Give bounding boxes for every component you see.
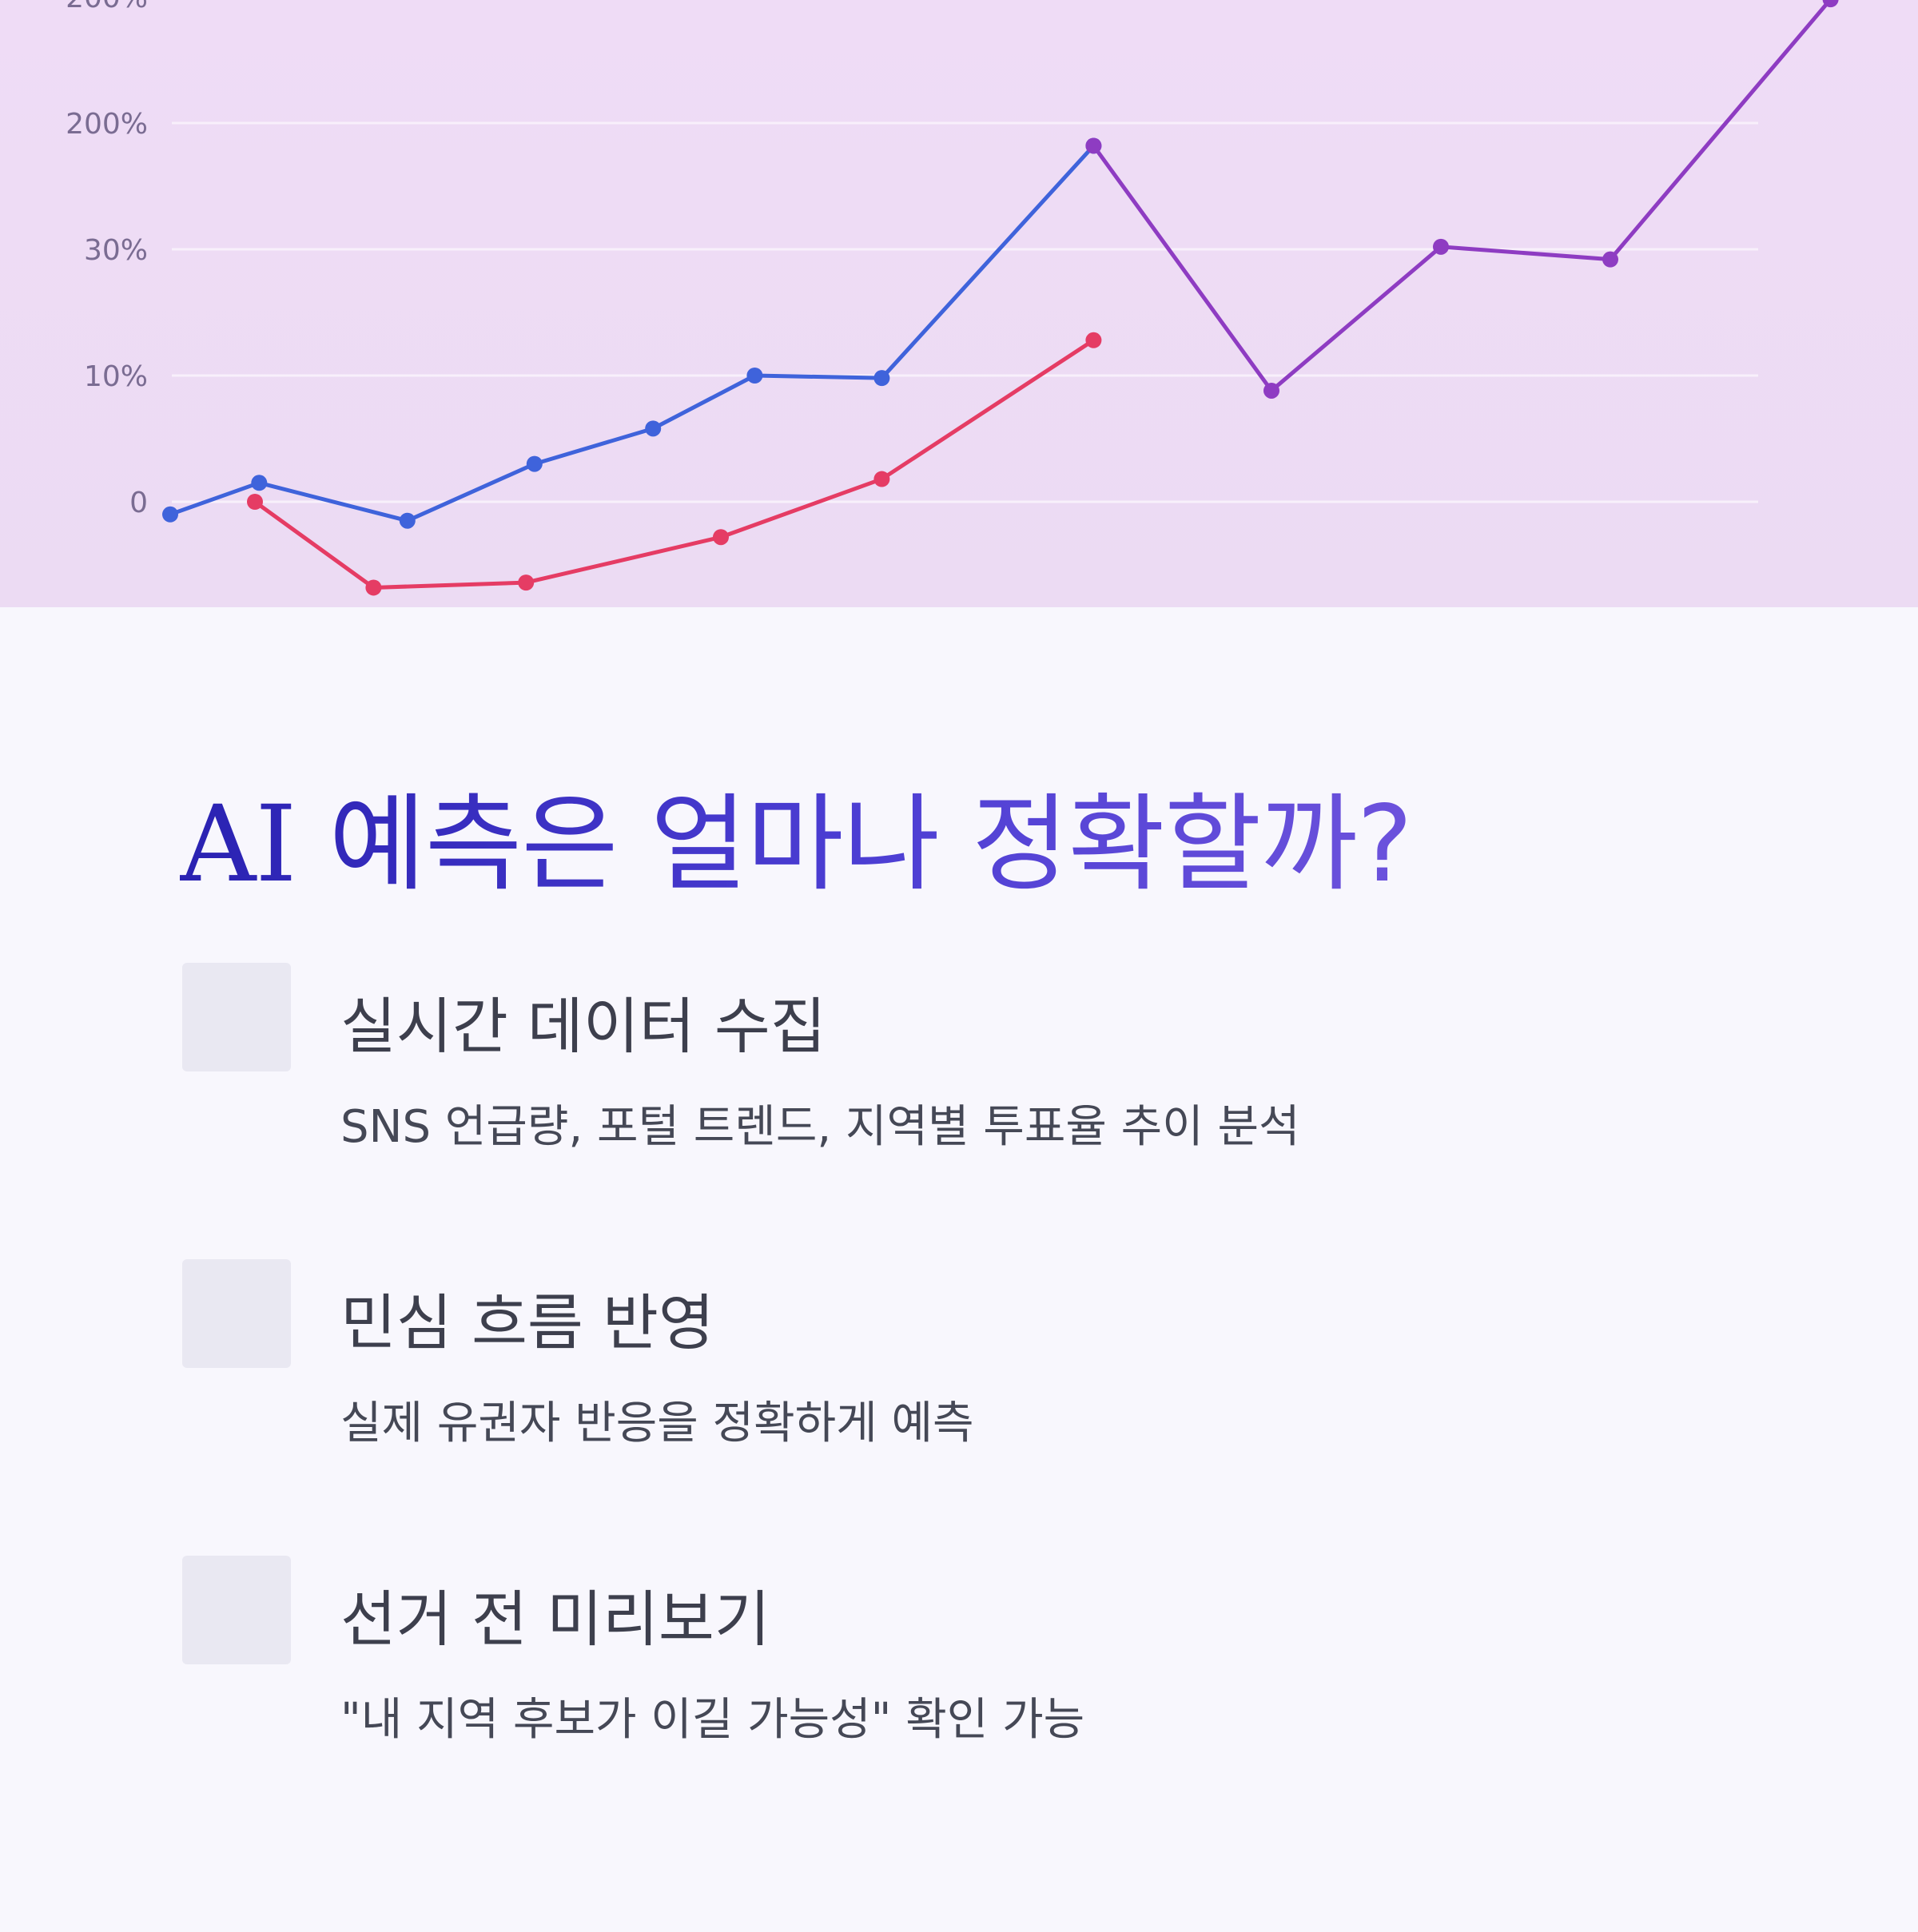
election-preview-icon <box>182 1556 291 1664</box>
feature-title: 실시간 데이터 수집 <box>340 991 826 1062</box>
feature-desc: "내 지역 후보가 이길 가능성" 확인 가능 <box>340 1694 1085 1746</box>
realtime-data-icon <box>182 963 291 1071</box>
data-point <box>251 475 268 491</box>
data-point <box>713 529 729 546</box>
data-point <box>1822 0 1839 8</box>
data-point <box>399 512 416 529</box>
feature-item-realtime-data: 실시간 데이터 수집 SNS 언급량, 포털 트렌드, 지역별 투표율 추이 분… <box>182 963 1701 1155</box>
y-tick-label: 200% <box>66 108 148 141</box>
data-point <box>873 370 890 387</box>
public-opinion-icon <box>182 1259 291 1368</box>
y-tick-label: 0 <box>129 487 148 519</box>
y-tick-label: 10% <box>84 360 148 393</box>
chart-area: 200% 200% 30% 10% 0 <box>0 0 1918 607</box>
data-point <box>1263 382 1279 399</box>
series-line-0 <box>168 143 1096 523</box>
feature-item-election-preview: 선거 전 미리보기 "내 지역 후보가 이길 가능성" 확인 가능 <box>182 1556 1701 1747</box>
feature-title: 선거 전 미리보기 <box>340 1584 770 1655</box>
data-point <box>746 368 763 384</box>
line-chart: 200% 200% 30% 10% 0 <box>66 0 1839 596</box>
feature-item-public-opinion: 민심 흐름 반영 실제 유권자 반응을 정확하게 예측 <box>182 1259 1701 1451</box>
page-title-ai: AI <box>180 783 296 906</box>
series-line-2 <box>1091 0 1832 393</box>
feature-desc: 실제 유권자 반응을 정확하게 예측 <box>340 1397 974 1449</box>
data-point <box>518 574 535 591</box>
data-point <box>1433 238 1449 255</box>
data-point <box>645 420 662 437</box>
series-line-1 <box>253 338 1096 590</box>
data-point <box>365 579 382 596</box>
data-point <box>1085 332 1102 348</box>
page-title: AI 예측은 얼마나 정확할까? <box>180 787 1412 903</box>
data-point <box>873 471 890 487</box>
feature-desc: SNS 언급량, 포털 트렌드, 지역별 투표율 추이 분석 <box>340 1101 1300 1153</box>
data-point <box>1085 137 1102 154</box>
page-title-rest: 예측은 얼마나 정확할까? <box>296 783 1412 906</box>
y-tick-label: 30% <box>84 234 148 267</box>
data-point <box>162 506 178 523</box>
data-point <box>526 455 543 472</box>
data-point <box>1602 251 1618 268</box>
feature-title: 민심 흐름 반영 <box>340 1287 714 1358</box>
data-point <box>247 494 263 510</box>
y-tick-label: 200% <box>66 0 148 14</box>
